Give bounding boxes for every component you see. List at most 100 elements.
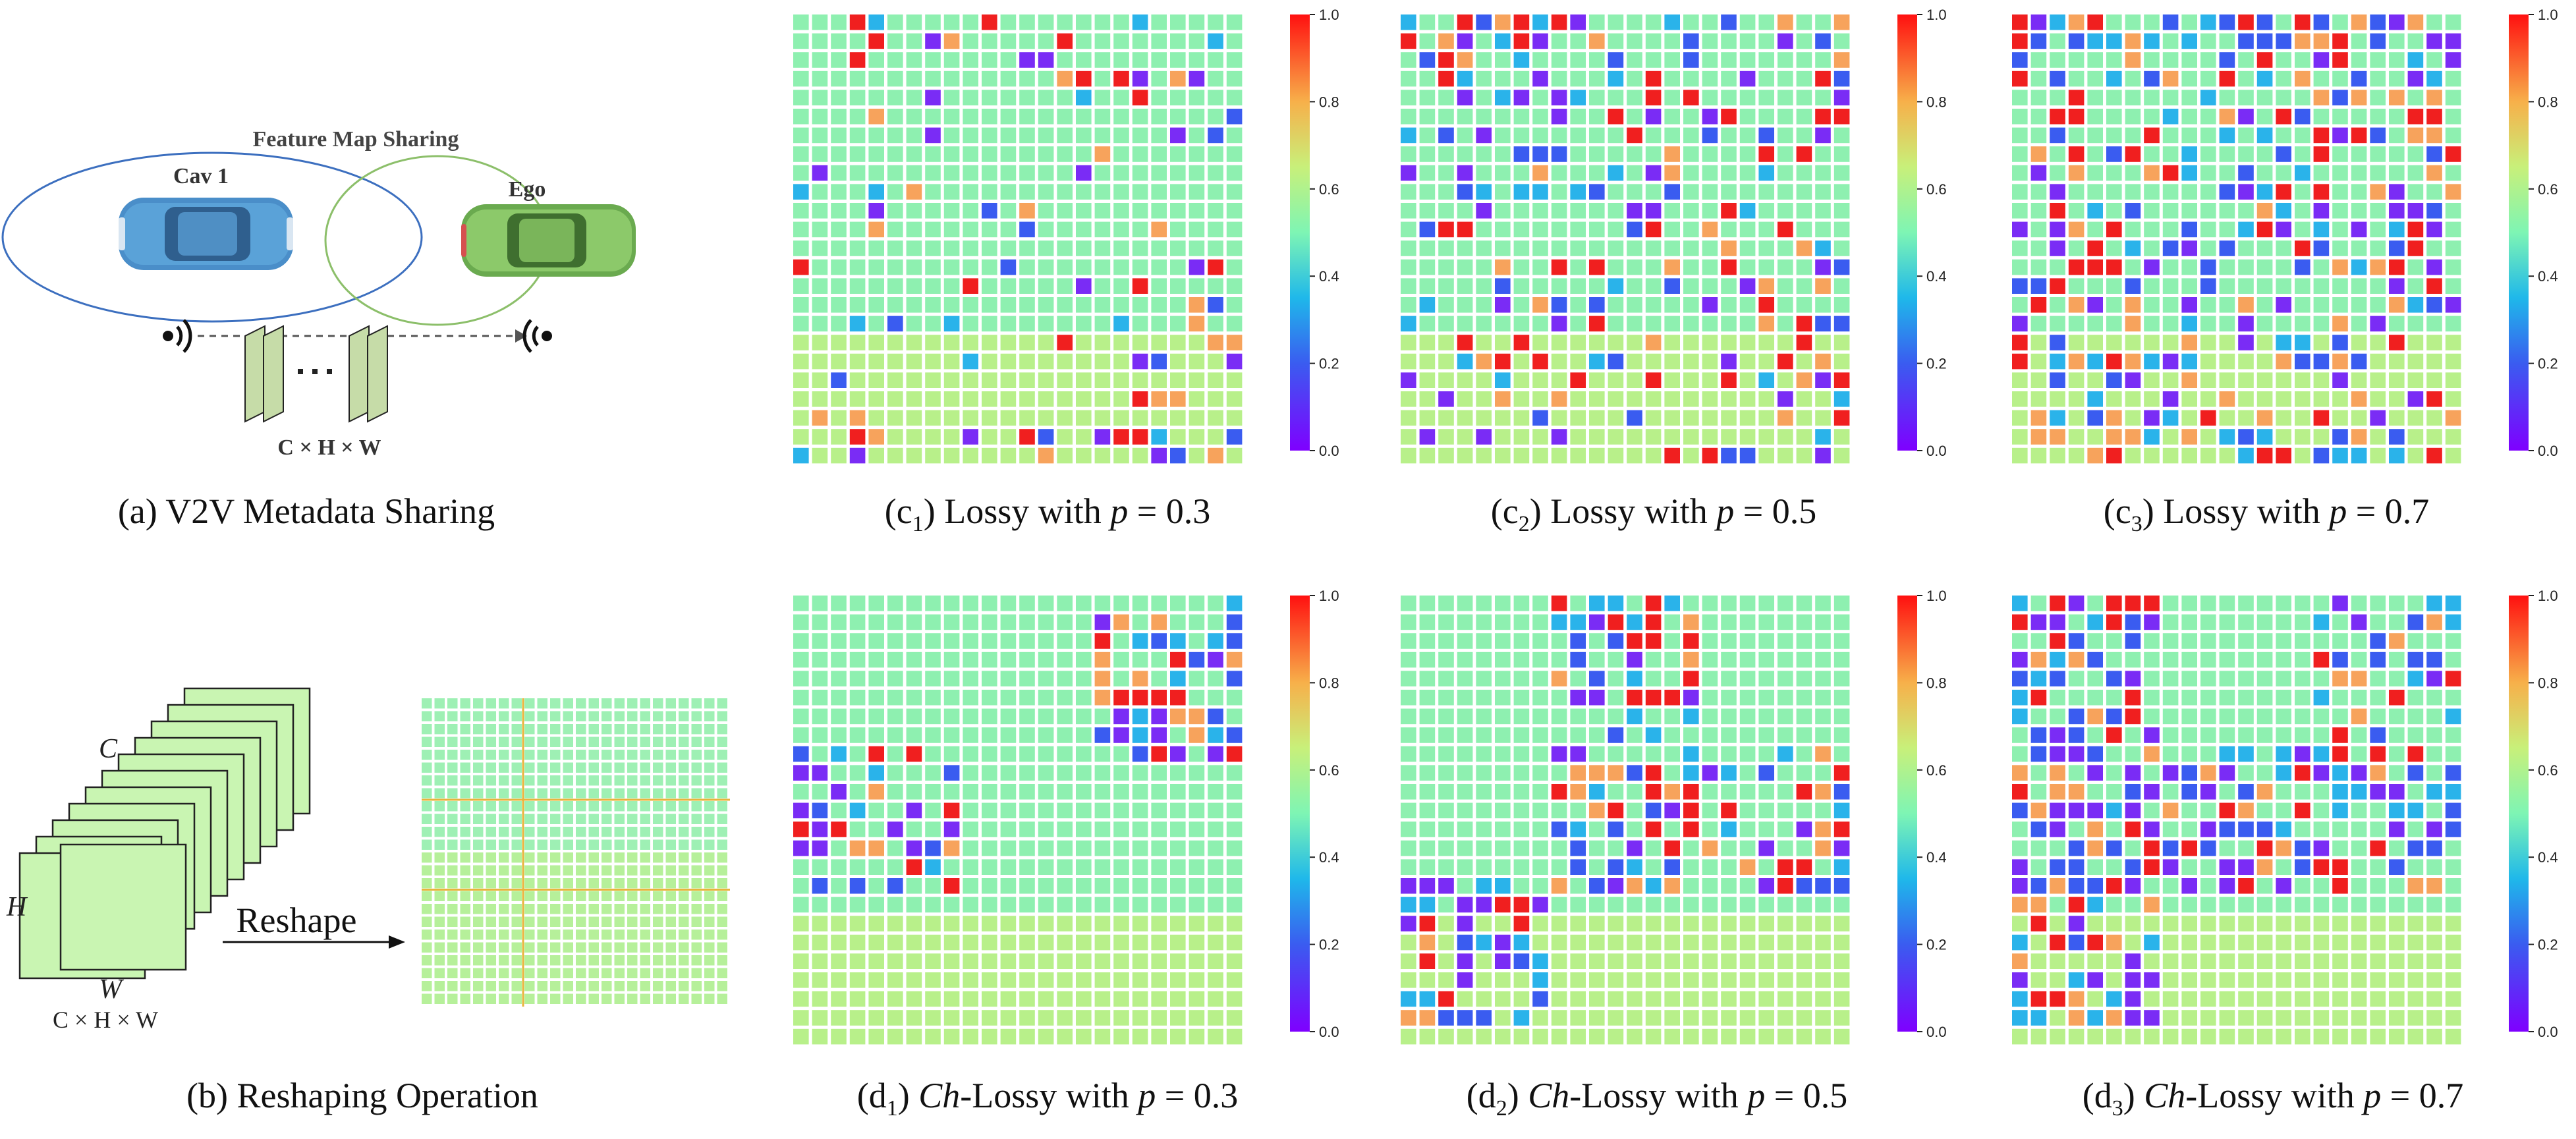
reshape-grid-cell [499, 878, 509, 889]
heatmap-cell [2256, 259, 2273, 275]
heatmap-cell [1834, 14, 1850, 30]
heatmap-cell [868, 391, 884, 407]
heatmap-cell [2332, 90, 2348, 105]
heatmap-cell [793, 109, 809, 125]
heatmap-cell [925, 934, 941, 951]
heatmap-cell [1702, 859, 1718, 875]
heatmap-cell [1457, 109, 1473, 125]
heatmap-cell [2162, 878, 2179, 894]
heatmap-cell [2370, 690, 2386, 706]
heatmap-cell [1532, 165, 1548, 181]
reshape-grid-cell [691, 827, 702, 837]
reshape-grid-cell [499, 916, 509, 927]
heatmap-cell [1151, 14, 1167, 30]
heatmap-cell [2407, 916, 2424, 931]
heatmap-cell [1608, 33, 1624, 49]
heatmap-cell [1815, 240, 1831, 256]
heatmap-cell [1721, 784, 1737, 800]
heatmap-cell [2407, 52, 2424, 68]
heatmap-cell [963, 652, 978, 668]
reshape-grid-cell [717, 724, 727, 735]
heatmap-cell [1208, 972, 1223, 988]
heatmap-cell [1226, 596, 1243, 611]
heatmap-d1: 0.00.20.40.60.81.0 [793, 588, 1339, 1045]
heatmap-cell [1132, 934, 1148, 951]
heatmap-cell [2144, 878, 2160, 894]
reshape-grid-cell [576, 724, 586, 735]
heatmap-cell [906, 596, 922, 611]
heatmap-cell [1721, 165, 1737, 181]
heatmap-cell [982, 765, 997, 781]
heatmap-cell [1189, 278, 1205, 294]
reshape-grid-cell [460, 698, 470, 709]
heatmap-cell [963, 1028, 978, 1045]
heatmap-cell [1057, 1028, 1073, 1045]
heatmap-cell [1702, 429, 1718, 445]
heatmap-cell [963, 840, 978, 856]
reshape-grid-cell [588, 736, 599, 747]
heatmap-cell [982, 52, 997, 68]
heatmap-cell [1721, 316, 1737, 332]
heatmap-cell [868, 335, 884, 350]
heatmap-cell [2200, 221, 2216, 238]
reshape-grid-cell [653, 878, 663, 889]
heatmap-cell [1834, 221, 1850, 238]
heatmap-cell [1721, 14, 1737, 30]
reshape-grid-cell [614, 852, 625, 863]
heatmap-cell [1038, 52, 1054, 68]
heatmap-cell [1476, 316, 1492, 332]
heatmap-cell [1645, 652, 1662, 668]
heatmap-cell [1778, 614, 1793, 630]
reshape-grid-cell [460, 801, 470, 812]
heatmap-cell [1495, 859, 1511, 875]
heatmap-cell [1796, 353, 1812, 370]
heatmap-cell [1170, 1010, 1186, 1026]
heatmap-cell [868, 1010, 884, 1026]
reshape-grid-cell [614, 750, 625, 760]
heatmap-cell [2313, 353, 2330, 370]
heatmap-cell [2106, 203, 2122, 219]
heatmap-cell [2407, 297, 2424, 313]
heatmap-cell [1113, 165, 1129, 181]
colorbar-tick-label: 0.2 [2538, 356, 2558, 372]
heatmap-cell [1702, 14, 1718, 30]
heatmap-cell [2351, 784, 2367, 800]
heatmap-cell [1000, 708, 1017, 725]
feature-map-sharing-title: Feature Map Sharing [253, 127, 459, 152]
heatmap-cell [2068, 708, 2085, 725]
heatmap-cell [982, 784, 997, 800]
heatmap-cell [2050, 353, 2065, 370]
heatmap-cell [868, 614, 884, 630]
heatmap-cell [831, 897, 847, 913]
heatmap-cell [1758, 934, 1774, 951]
reshape-grid-cell [627, 891, 638, 901]
colorbar-tick-label: 0.6 [2538, 181, 2558, 198]
heatmap-cell [2200, 184, 2216, 200]
heatmap-cell [2144, 70, 2160, 87]
reshape-grid-cell [524, 981, 535, 991]
heatmap-cell [1170, 953, 1186, 969]
heatmap-cell [887, 934, 903, 951]
heatmap-cell [2144, 821, 2160, 837]
heatmap-cell [1019, 821, 1035, 837]
reshape-grid-cell [627, 993, 638, 1004]
heatmap-cell [2445, 353, 2461, 370]
heatmap-cell [2295, 1028, 2310, 1045]
heatmap-cell [1702, 165, 1718, 181]
heatmap-cell [2313, 391, 2330, 407]
heatmap-cell [1683, 165, 1699, 181]
heatmap-cell [906, 33, 922, 49]
heatmap-cell [1645, 259, 1662, 275]
heatmap-cell [982, 429, 997, 445]
heatmap-cell [831, 746, 847, 762]
heatmap-cell [943, 447, 960, 464]
heatmap-cell [1570, 429, 1586, 445]
heatmap-cell [849, 278, 866, 294]
reshape-grid-cell [524, 839, 535, 850]
heatmap-cell [1094, 410, 1111, 426]
heatmap-cell [1057, 953, 1073, 969]
heatmap-cell [1513, 90, 1530, 105]
heatmap-cell [2238, 52, 2254, 68]
heatmap-cell [831, 614, 847, 630]
heatmap-cell [1721, 916, 1737, 931]
